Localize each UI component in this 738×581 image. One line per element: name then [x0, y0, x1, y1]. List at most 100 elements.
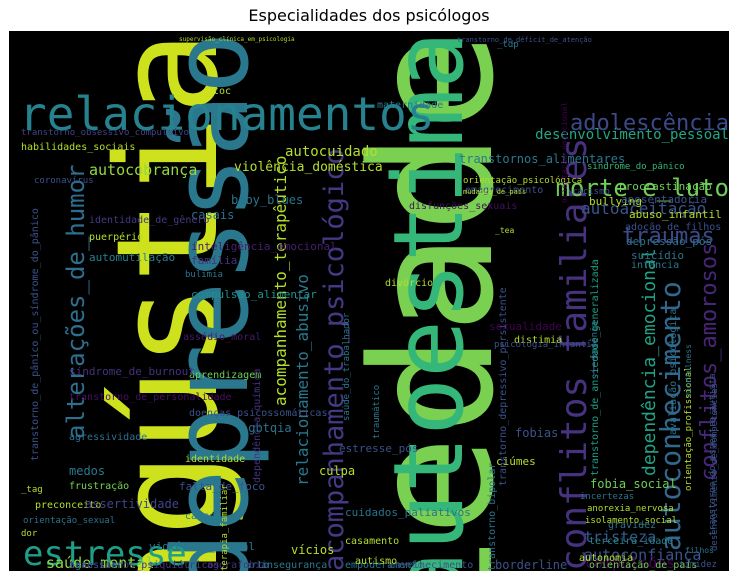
word: _tdp	[497, 40, 519, 50]
word: vícios	[291, 543, 335, 557]
word: desenvolvimento_pessoal	[535, 127, 729, 143]
word: parto	[239, 560, 270, 571]
word: desenvolvimento_de_competências	[710, 383, 720, 551]
word: terapia_familiar	[220, 484, 230, 571]
word: disfunções_sexuais	[409, 201, 518, 212]
word: sexualidade	[489, 320, 562, 333]
word: aprendizagem	[189, 370, 262, 381]
word: autocuidado	[285, 144, 378, 160]
word: orientação_sexual	[23, 516, 116, 526]
word: autoconfiança	[584, 546, 702, 564]
word: frustração	[69, 481, 130, 492]
word: assédio_moral	[183, 332, 262, 343]
word: automutilação	[89, 251, 176, 264]
word: adolescência	[570, 111, 729, 136]
word: transtorno_de_pânico_ou_síndrome_do_pâni…	[30, 208, 41, 461]
word: transtornos_alimentares	[459, 152, 626, 166]
word: estresse_pós	[339, 442, 419, 455]
word: bullying	[589, 195, 642, 208]
word: dependência_química	[252, 368, 263, 483]
word: empoderamento	[345, 560, 424, 571]
word: família	[191, 254, 238, 267]
word: autocobrança	[89, 161, 198, 179]
word: violência_doméstica	[234, 160, 383, 175]
word: transtorno_de_déficit_de_atenção	[457, 36, 592, 44]
word: baby_blues	[231, 193, 304, 207]
word: abuso_infantil	[629, 208, 722, 221]
word: identidade_de_gênero	[89, 215, 210, 226]
word: mudança_de_país	[463, 188, 527, 196]
word: inteligência_emocional	[191, 240, 337, 253]
word: transtornos_psiquiátricos	[69, 560, 220, 571]
word: racismo	[572, 187, 610, 197]
word: avaliação_psicológica	[668, 308, 679, 435]
word: habilidades_sociais	[21, 142, 136, 153]
word: adoção_de_filhos	[625, 222, 722, 233]
word: assertividade	[85, 497, 179, 511]
word: compulsões	[585, 554, 676, 571]
word: supervisão_clínica_em_psicologia	[179, 36, 295, 43]
word: culpa	[319, 464, 356, 478]
word: _tag	[21, 485, 43, 495]
word: autonomia	[579, 553, 634, 564]
word: suicídio	[631, 249, 684, 262]
word: lgbtqia	[241, 421, 292, 435]
word: dependência_emocional	[639, 248, 660, 476]
word: aposentadoria	[621, 193, 708, 206]
word: fobia_social	[590, 477, 677, 491]
word: orientação_vocacional	[560, 101, 569, 203]
word: borderline	[495, 558, 568, 571]
word: violência_sexual	[149, 540, 255, 553]
chart-title: Especialidades dos psicólogos	[248, 6, 490, 25]
word: cuidados_paliativos	[345, 506, 471, 519]
word: gravidez	[608, 520, 657, 531]
word: dor	[21, 529, 38, 539]
word: _tea	[495, 226, 515, 235]
word: compulsão_alimentar	[191, 288, 317, 301]
word: saúde_do_trabalhador	[342, 312, 352, 421]
word: casais	[191, 208, 235, 222]
word-cloud: ansiedade autoestima angústia depressão rela…	[9, 31, 729, 571]
word: anorexia_nervosa	[587, 504, 674, 514]
word: isolamento_social	[585, 516, 678, 526]
word: filhos	[685, 546, 714, 555]
word: identidade	[185, 454, 246, 465]
word: transtorno_de_ansiedade_generalizada	[590, 259, 601, 476]
word: psicologia_infantil	[494, 340, 597, 350]
word: tristeza	[584, 528, 657, 546]
word: terceira_idade	[589, 536, 674, 547]
word: mindfulness	[684, 344, 693, 397]
word: incertezas	[580, 492, 635, 502]
word: bulimia	[185, 270, 223, 280]
word: morte_e_luto	[555, 174, 729, 202]
word: saúde_mental	[46, 554, 155, 571]
word: relacionamento_abusivo	[293, 274, 312, 486]
word: puerpério	[89, 232, 144, 243]
word: insônia	[590, 321, 600, 359]
word: depressão_pós	[626, 235, 713, 248]
word: transtorno_depressivo_persistente	[498, 287, 509, 486]
word: autismo	[355, 556, 398, 567]
word: fobias	[515, 426, 559, 440]
word: maternidade	[377, 100, 444, 111]
word: coronavírus	[34, 176, 94, 186]
word: agressão	[69, 560, 118, 571]
word: preconceito	[35, 500, 102, 511]
word: emagrecimento	[465, 185, 544, 196]
word: distimia	[514, 335, 563, 346]
word: ciúmes	[496, 455, 536, 468]
word: síndrome_do_pânico	[587, 162, 685, 172]
word: orientação_psicológica	[463, 176, 583, 186]
word: procrastinação	[619, 180, 712, 193]
word: infância	[631, 260, 680, 271]
word: transtorno_de_personalidade	[69, 392, 232, 403]
word: agressividade	[69, 432, 148, 443]
word: síndrome_de_burnout	[69, 365, 195, 378]
word: casamento	[345, 536, 400, 547]
word: traumas	[622, 224, 715, 249]
word: _toc	[207, 86, 232, 97]
word: insegurança	[261, 560, 328, 571]
word: câncer	[185, 511, 222, 522]
word: orientação_de_pais	[589, 560, 698, 571]
word: agorafobia	[207, 560, 268, 571]
